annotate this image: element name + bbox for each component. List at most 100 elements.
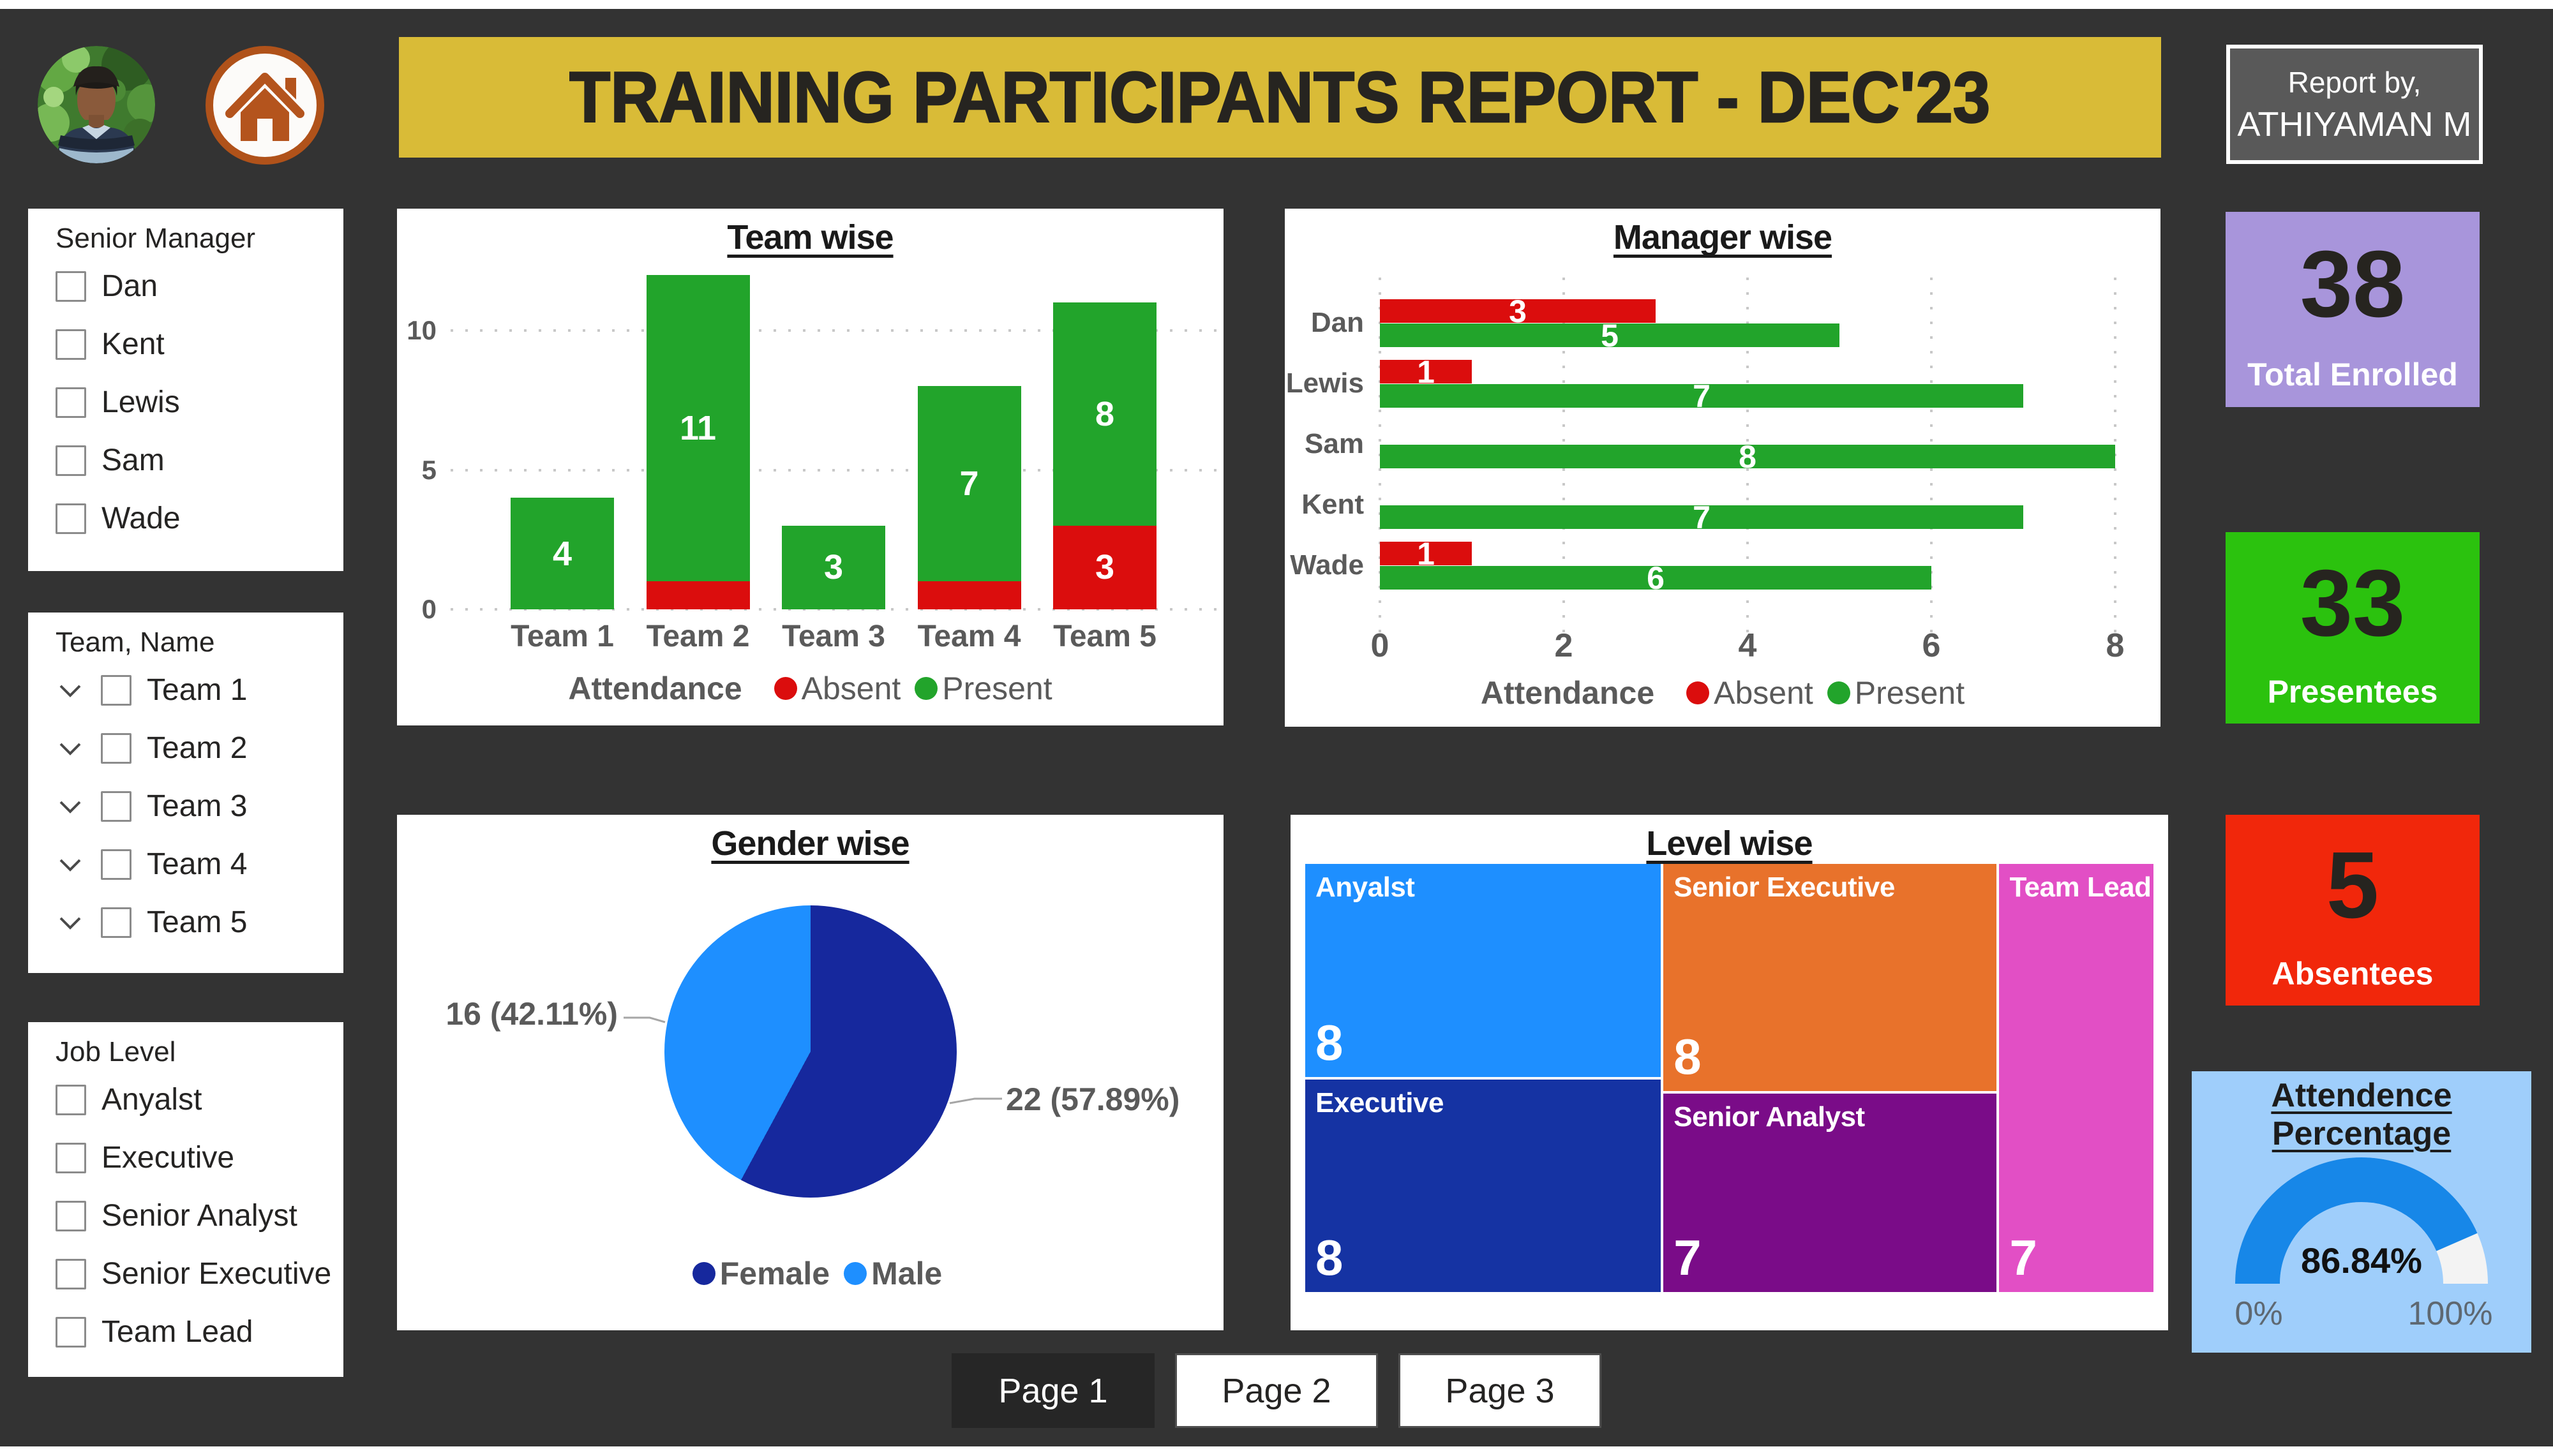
- treemap-tile-team-lead[interactable]: Team Lead 7: [1999, 864, 2153, 1292]
- slicer-item-team-3[interactable]: Team 3: [56, 777, 337, 835]
- slicer-title: Senior Manager: [56, 223, 256, 254]
- y-category-label: Sam: [1305, 428, 1364, 459]
- legend-dot: [1686, 681, 1710, 704]
- slicer-job-level: Job Level Anyalst Executive Senior Analyst S…: [28, 1022, 343, 1377]
- page-button-page-1[interactable]: Page 1: [952, 1353, 1155, 1428]
- bar-present-kent[interactable]: [1380, 505, 2023, 529]
- chart-legend: Female Male: [397, 1254, 1224, 1293]
- slicer-item-label: Anyalst: [101, 1083, 202, 1117]
- y-category-label: Kent: [1301, 489, 1364, 520]
- slicer-item-senior-executive[interactable]: Senior Executive: [56, 1245, 337, 1303]
- treemap-tile-anyalst[interactable]: Anyalst 8: [1305, 864, 1661, 1077]
- dashboard-canvas: TRAINING PARTICIPANTS REPORT - DEC'23 Re…: [0, 9, 2553, 1446]
- checkbox[interactable]: [56, 503, 86, 534]
- slicer-item-team-4[interactable]: Team 4: [56, 835, 337, 893]
- bar-absent-team-2[interactable]: [646, 581, 750, 609]
- chevron-down-icon[interactable]: [56, 850, 85, 879]
- legend-item-absent[interactable]: Absent: [774, 670, 901, 707]
- checkbox[interactable]: [56, 387, 86, 418]
- checkbox[interactable]: [101, 791, 131, 822]
- legend-item-present[interactable]: Present: [915, 670, 1052, 707]
- slicer-item-label: Team Lead: [101, 1315, 253, 1349]
- slicer-item-team-1[interactable]: Team 1: [56, 661, 337, 719]
- bar-absent-lewis[interactable]: [1380, 360, 1472, 383]
- checkbox[interactable]: [101, 849, 131, 880]
- chart-legend: Attendance Absent Present: [1285, 674, 2160, 712]
- slicer-item-team-2[interactable]: Team 2: [56, 719, 337, 777]
- bar-present-wade[interactable]: [1380, 566, 1931, 590]
- slicer-item-lewis[interactable]: Lewis: [56, 373, 337, 431]
- x-category-label: Team 4: [917, 620, 1021, 653]
- slicer-item-senior-analyst[interactable]: Senior Analyst: [56, 1187, 337, 1245]
- slicer-item-executive[interactable]: Executive: [56, 1129, 337, 1187]
- chart-title: Team wise: [727, 218, 894, 256]
- treemap-tile-executive[interactable]: Executive 8: [1305, 1079, 1661, 1292]
- chart-title: Level wise: [1646, 824, 1813, 863]
- treemap-tile-senior-executive[interactable]: Senior Executive 8: [1663, 864, 1997, 1091]
- chart-title: Gender wise: [711, 824, 910, 863]
- checkbox[interactable]: [101, 907, 131, 938]
- slicer-item-wade[interactable]: Wade: [56, 489, 337, 547]
- checkbox[interactable]: [56, 1142, 86, 1173]
- legend-label: Present: [1854, 675, 1965, 711]
- slicer-item-team-lead[interactable]: Team Lead: [56, 1303, 337, 1361]
- profile-photo: [38, 46, 155, 163]
- bar-present-team-4[interactable]: [917, 386, 1021, 582]
- bar-present-team-3[interactable]: [782, 525, 885, 609]
- treemap-tile-value: 8: [1315, 1014, 1344, 1071]
- bar-present-team-5[interactable]: [1053, 302, 1157, 526]
- bar-absent-team-4[interactable]: [917, 581, 1021, 609]
- checkbox[interactable]: [56, 1200, 86, 1231]
- kpi-label: Presentees: [2267, 673, 2438, 709]
- bar-present-lewis[interactable]: [1380, 384, 2023, 408]
- chevron-down-icon[interactable]: [56, 908, 85, 937]
- page-button-page-3[interactable]: Page 3: [1398, 1353, 1601, 1428]
- checkbox[interactable]: [56, 1316, 86, 1348]
- legend-dot: [1827, 681, 1850, 704]
- home-button[interactable]: [206, 46, 324, 165]
- slicer-item-anyalst[interactable]: Anyalst: [56, 1071, 337, 1129]
- checkbox[interactable]: [56, 445, 86, 476]
- pie-callout-female: 22 (57.89%): [1006, 1081, 1180, 1117]
- slicer-item-sam[interactable]: Sam: [56, 431, 337, 489]
- bar-value-label: 7: [1693, 499, 1711, 535]
- slicer-list: Team 1 Team 2 Team 3 Team 4 Team 5: [56, 661, 337, 951]
- chevron-down-icon[interactable]: [56, 792, 85, 821]
- slicer-item-team-5[interactable]: Team 5: [56, 893, 337, 951]
- checkbox[interactable]: [56, 1084, 86, 1115]
- bar-value-label: 7: [959, 464, 979, 503]
- bar-absent-team-5[interactable]: [1053, 525, 1157, 609]
- slicer-item-label: Lewis: [101, 385, 180, 419]
- legend-item-male[interactable]: Male: [844, 1255, 942, 1292]
- checkbox[interactable]: [56, 329, 86, 360]
- treemap-tile-value: 7: [2009, 1229, 2037, 1286]
- legend-label: Male: [871, 1256, 943, 1291]
- checkbox[interactable]: [101, 732, 131, 764]
- legend-label: Absent: [801, 671, 901, 706]
- checkbox[interactable]: [56, 1258, 86, 1289]
- kpi-label: Absentees: [2272, 955, 2434, 992]
- legend-item-absent[interactable]: Absent: [1686, 674, 1813, 711]
- bar-present-dan[interactable]: [1380, 323, 1839, 347]
- slicer-item-kent[interactable]: Kent: [56, 315, 337, 373]
- bar-present-sam[interactable]: [1380, 445, 2115, 468]
- legend-item-present[interactable]: Present: [1827, 674, 1965, 711]
- chevron-down-icon[interactable]: [56, 734, 85, 763]
- x-category-label: Team 1: [511, 620, 614, 653]
- checkbox[interactable]: [101, 674, 131, 706]
- slicer-item-label: Team 4: [147, 847, 248, 881]
- chevron-down-icon[interactable]: [56, 676, 85, 705]
- slicer-item-label: Team 3: [147, 789, 248, 823]
- bar-present-team-2[interactable]: [646, 274, 750, 582]
- checkbox[interactable]: [56, 271, 86, 302]
- bar-absent-dan[interactable]: [1380, 299, 1656, 323]
- pie-gender[interactable]: [664, 905, 957, 1198]
- page-button-page-2[interactable]: Page 2: [1175, 1353, 1378, 1428]
- treemap-tile-senior-analyst[interactable]: Senior Analyst 7: [1663, 1094, 1997, 1292]
- bar-absent-wade[interactable]: [1380, 542, 1472, 565]
- bar-present-team-1[interactable]: [511, 498, 614, 609]
- legend-label: Female: [719, 1256, 830, 1291]
- y-category-label: Wade: [1290, 549, 1364, 581]
- legend-item-female[interactable]: Female: [692, 1255, 830, 1292]
- slicer-item-dan[interactable]: Dan: [56, 257, 337, 315]
